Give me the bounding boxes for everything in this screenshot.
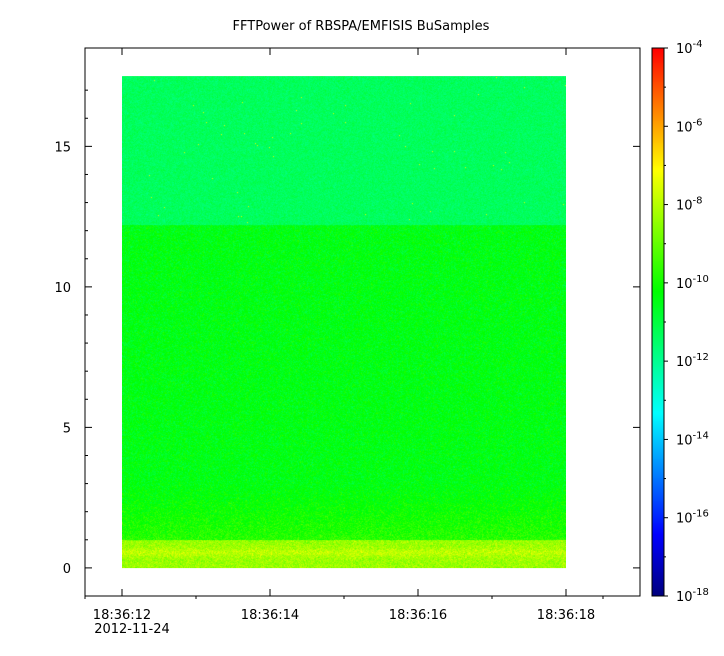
y-tick-label: 10: [54, 281, 71, 296]
y-tick-label: 5: [63, 421, 71, 436]
colorbar-tick-label: 10-18: [676, 587, 709, 605]
colorbar-axis: 10-4 10-6 10-8 10-10 10-12 10-14 10-16 10-18: [664, 39, 709, 605]
colorbar-tick-label: 10-12: [676, 352, 709, 370]
y-axis: 0 5 10 15: [54, 89, 640, 577]
x-tick-label: 18:36:18: [537, 608, 595, 623]
chart-title: FFTPower of RBSPA/EMFISIS BuSamples: [233, 19, 490, 34]
spectrogram-image: [122, 76, 566, 569]
colorbar-tick-label: 10-8: [676, 196, 703, 214]
y-tick-label: 0: [63, 562, 71, 577]
x-tick-date-label: 2012-11-24: [94, 622, 170, 637]
x-tick-label: 18:36:16: [389, 608, 447, 623]
colorbar-tick-label: 10-6: [676, 117, 703, 135]
x-tick-label: 18:36:12: [93, 608, 151, 623]
colorbar-gradient: [652, 48, 664, 596]
colorbar-tick-label: 10-16: [676, 509, 709, 527]
colorbar-tick-label: 10-10: [676, 274, 709, 292]
y-tick-label: 15: [54, 140, 71, 155]
x-tick-label: 18:36:14: [241, 608, 299, 623]
colorbar-tick-label: 10-14: [676, 430, 709, 448]
colorbar-tick-label: 10-4: [676, 39, 703, 57]
